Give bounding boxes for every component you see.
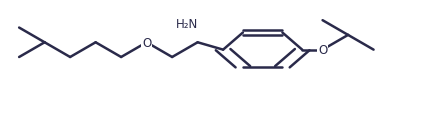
- Text: H₂N: H₂N: [176, 17, 198, 30]
- Text: O: O: [142, 36, 151, 49]
- Text: O: O: [318, 44, 327, 57]
